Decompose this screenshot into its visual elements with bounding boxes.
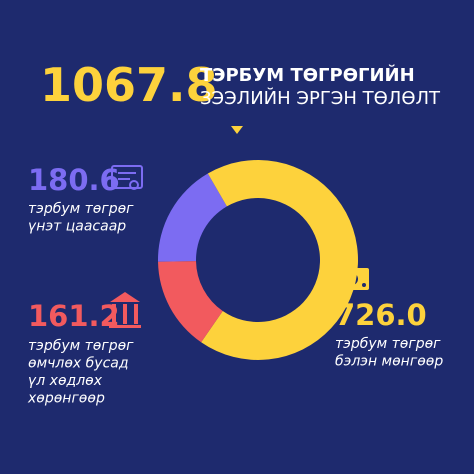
segment-label: бэлэн мөнгөөр — [335, 354, 443, 370]
value-label: 180.6 — [28, 163, 120, 197]
donut-segment — [158, 173, 227, 262]
donut-segment — [201, 160, 358, 360]
title-line: ЗЭЭЛИЙН ЭРГЭН ТӨЛӨЛТ — [200, 87, 441, 109]
pointer-icon — [231, 126, 243, 134]
segment-label: тэрбум төгрөг — [335, 336, 441, 352]
certificate-icon — [111, 165, 143, 190]
donut-segment — [158, 261, 223, 343]
value-label: 726.0 — [335, 298, 427, 332]
segment-label: өмчлөх бусад — [28, 356, 129, 372]
segment-label: тэрбум төгрөг — [28, 201, 134, 217]
segment-label: хөрөнгөөр — [27, 391, 105, 407]
building-icon — [109, 292, 141, 328]
segment-label: үл хөдлөх — [28, 373, 103, 389]
title-line: ТЭРБУМ ТӨГРӨГИЙН — [200, 64, 415, 86]
segment-label: тэрбум төгрөг — [28, 338, 134, 354]
segment-label: үнэт цаасаар — [28, 219, 126, 235]
total-value: 1067.8 — [40, 58, 218, 112]
value-label: 161.2 — [28, 299, 120, 333]
